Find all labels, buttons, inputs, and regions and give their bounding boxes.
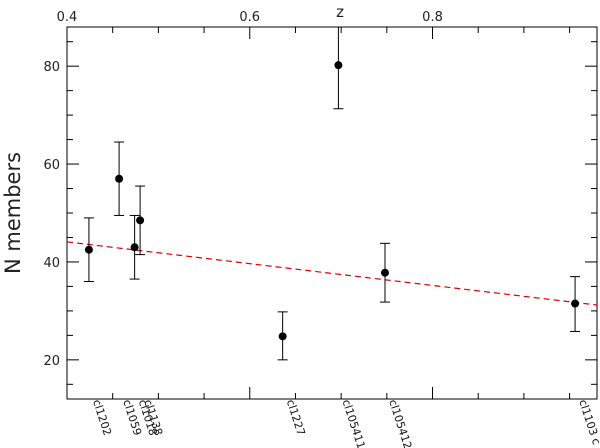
data-point	[278, 332, 287, 341]
x-tick-label: 0.4	[57, 10, 78, 25]
data-points-layer	[83, 27, 581, 361]
plot-frame	[66, 26, 598, 400]
y-axis-label: N members	[1, 152, 25, 274]
data-point	[571, 299, 580, 308]
x-tick-label: 0.8	[422, 10, 443, 25]
data-point	[130, 243, 139, 252]
point-label: cl1227	[284, 398, 308, 437]
data-point	[136, 216, 145, 225]
y-tick-label: 80	[43, 60, 60, 75]
point-label: cl1103 c	[576, 398, 600, 446]
data-point	[334, 61, 343, 70]
point-label: cl105411	[340, 398, 368, 448]
y-tick-label: 60	[43, 158, 60, 173]
data-point	[115, 174, 124, 183]
data-point	[84, 245, 93, 254]
y-tick-label: 20	[43, 354, 60, 369]
data-point	[381, 268, 389, 277]
x-tick-label: 0.6	[239, 10, 260, 25]
x-axis-label: z	[336, 3, 344, 21]
point-label: cl1202	[90, 398, 114, 437]
axis-ticks: 0.4 0.6 0.8 20 40 60 80	[43, 10, 597, 399]
fit-line	[66, 241, 598, 306]
point-label: cl105412	[386, 398, 414, 448]
fit-line-layer	[66, 241, 598, 306]
y-tick-label: 40	[43, 256, 60, 271]
